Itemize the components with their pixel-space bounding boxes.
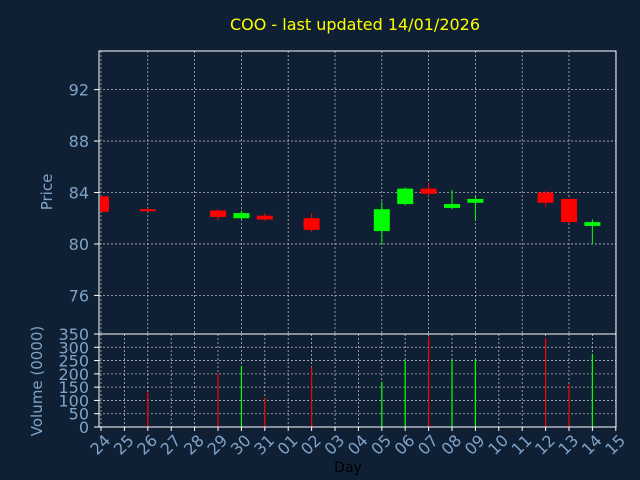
volume-y-tick-label: 50 — [69, 405, 89, 424]
candle-body — [303, 218, 320, 230]
candle-body — [467, 198, 484, 203]
candle-body — [100, 196, 109, 212]
volume-y-tick-label: 300 — [58, 338, 89, 357]
chart-title: COO - last updated 14/01/2026 — [230, 15, 480, 34]
volume-y-tick-label: 150 — [58, 378, 89, 397]
candle-body — [444, 204, 460, 208]
candle-body — [561, 198, 577, 223]
volume-y-tick-label: 0 — [79, 418, 89, 437]
candle-body — [373, 209, 390, 232]
price-y-tick-label: 80 — [69, 235, 89, 254]
price-y-tick-label: 76 — [69, 286, 89, 305]
volume-y-tick-label: 350 — [58, 325, 89, 344]
volume-bars — [147, 336, 594, 427]
candle-body — [139, 209, 156, 212]
candle-body — [397, 188, 414, 205]
x-tick-label: 15 — [601, 431, 629, 459]
x-tick-labels: 2425262728293031010203040506070809101112… — [86, 427, 629, 459]
volume-panel-frame — [98, 333, 617, 428]
volume-y-tick-label: 200 — [58, 365, 89, 384]
candle-body — [210, 210, 226, 217]
candle-body — [584, 222, 601, 226]
price-y-tick-label: 92 — [69, 81, 89, 100]
volume-grid — [99, 334, 617, 427]
price-y-tick-label: 88 — [69, 132, 89, 151]
price-y-tick-label: 84 — [69, 184, 89, 203]
candle-body — [256, 215, 273, 220]
price-axis-label: Price — [38, 174, 56, 211]
volume-axis-label: Volume (0000) — [28, 326, 46, 436]
x-axis-label: Day — [334, 460, 362, 476]
candle-body — [537, 192, 554, 203]
candle-body — [420, 188, 437, 194]
price-candles — [100, 182, 601, 244]
candle-body — [233, 213, 250, 219]
price-y-tick-labels: 76 80 84 88 92 — [69, 81, 99, 305]
volume-y-tick-label: 250 — [58, 352, 89, 371]
volume-y-tick-label: 100 — [58, 391, 89, 410]
